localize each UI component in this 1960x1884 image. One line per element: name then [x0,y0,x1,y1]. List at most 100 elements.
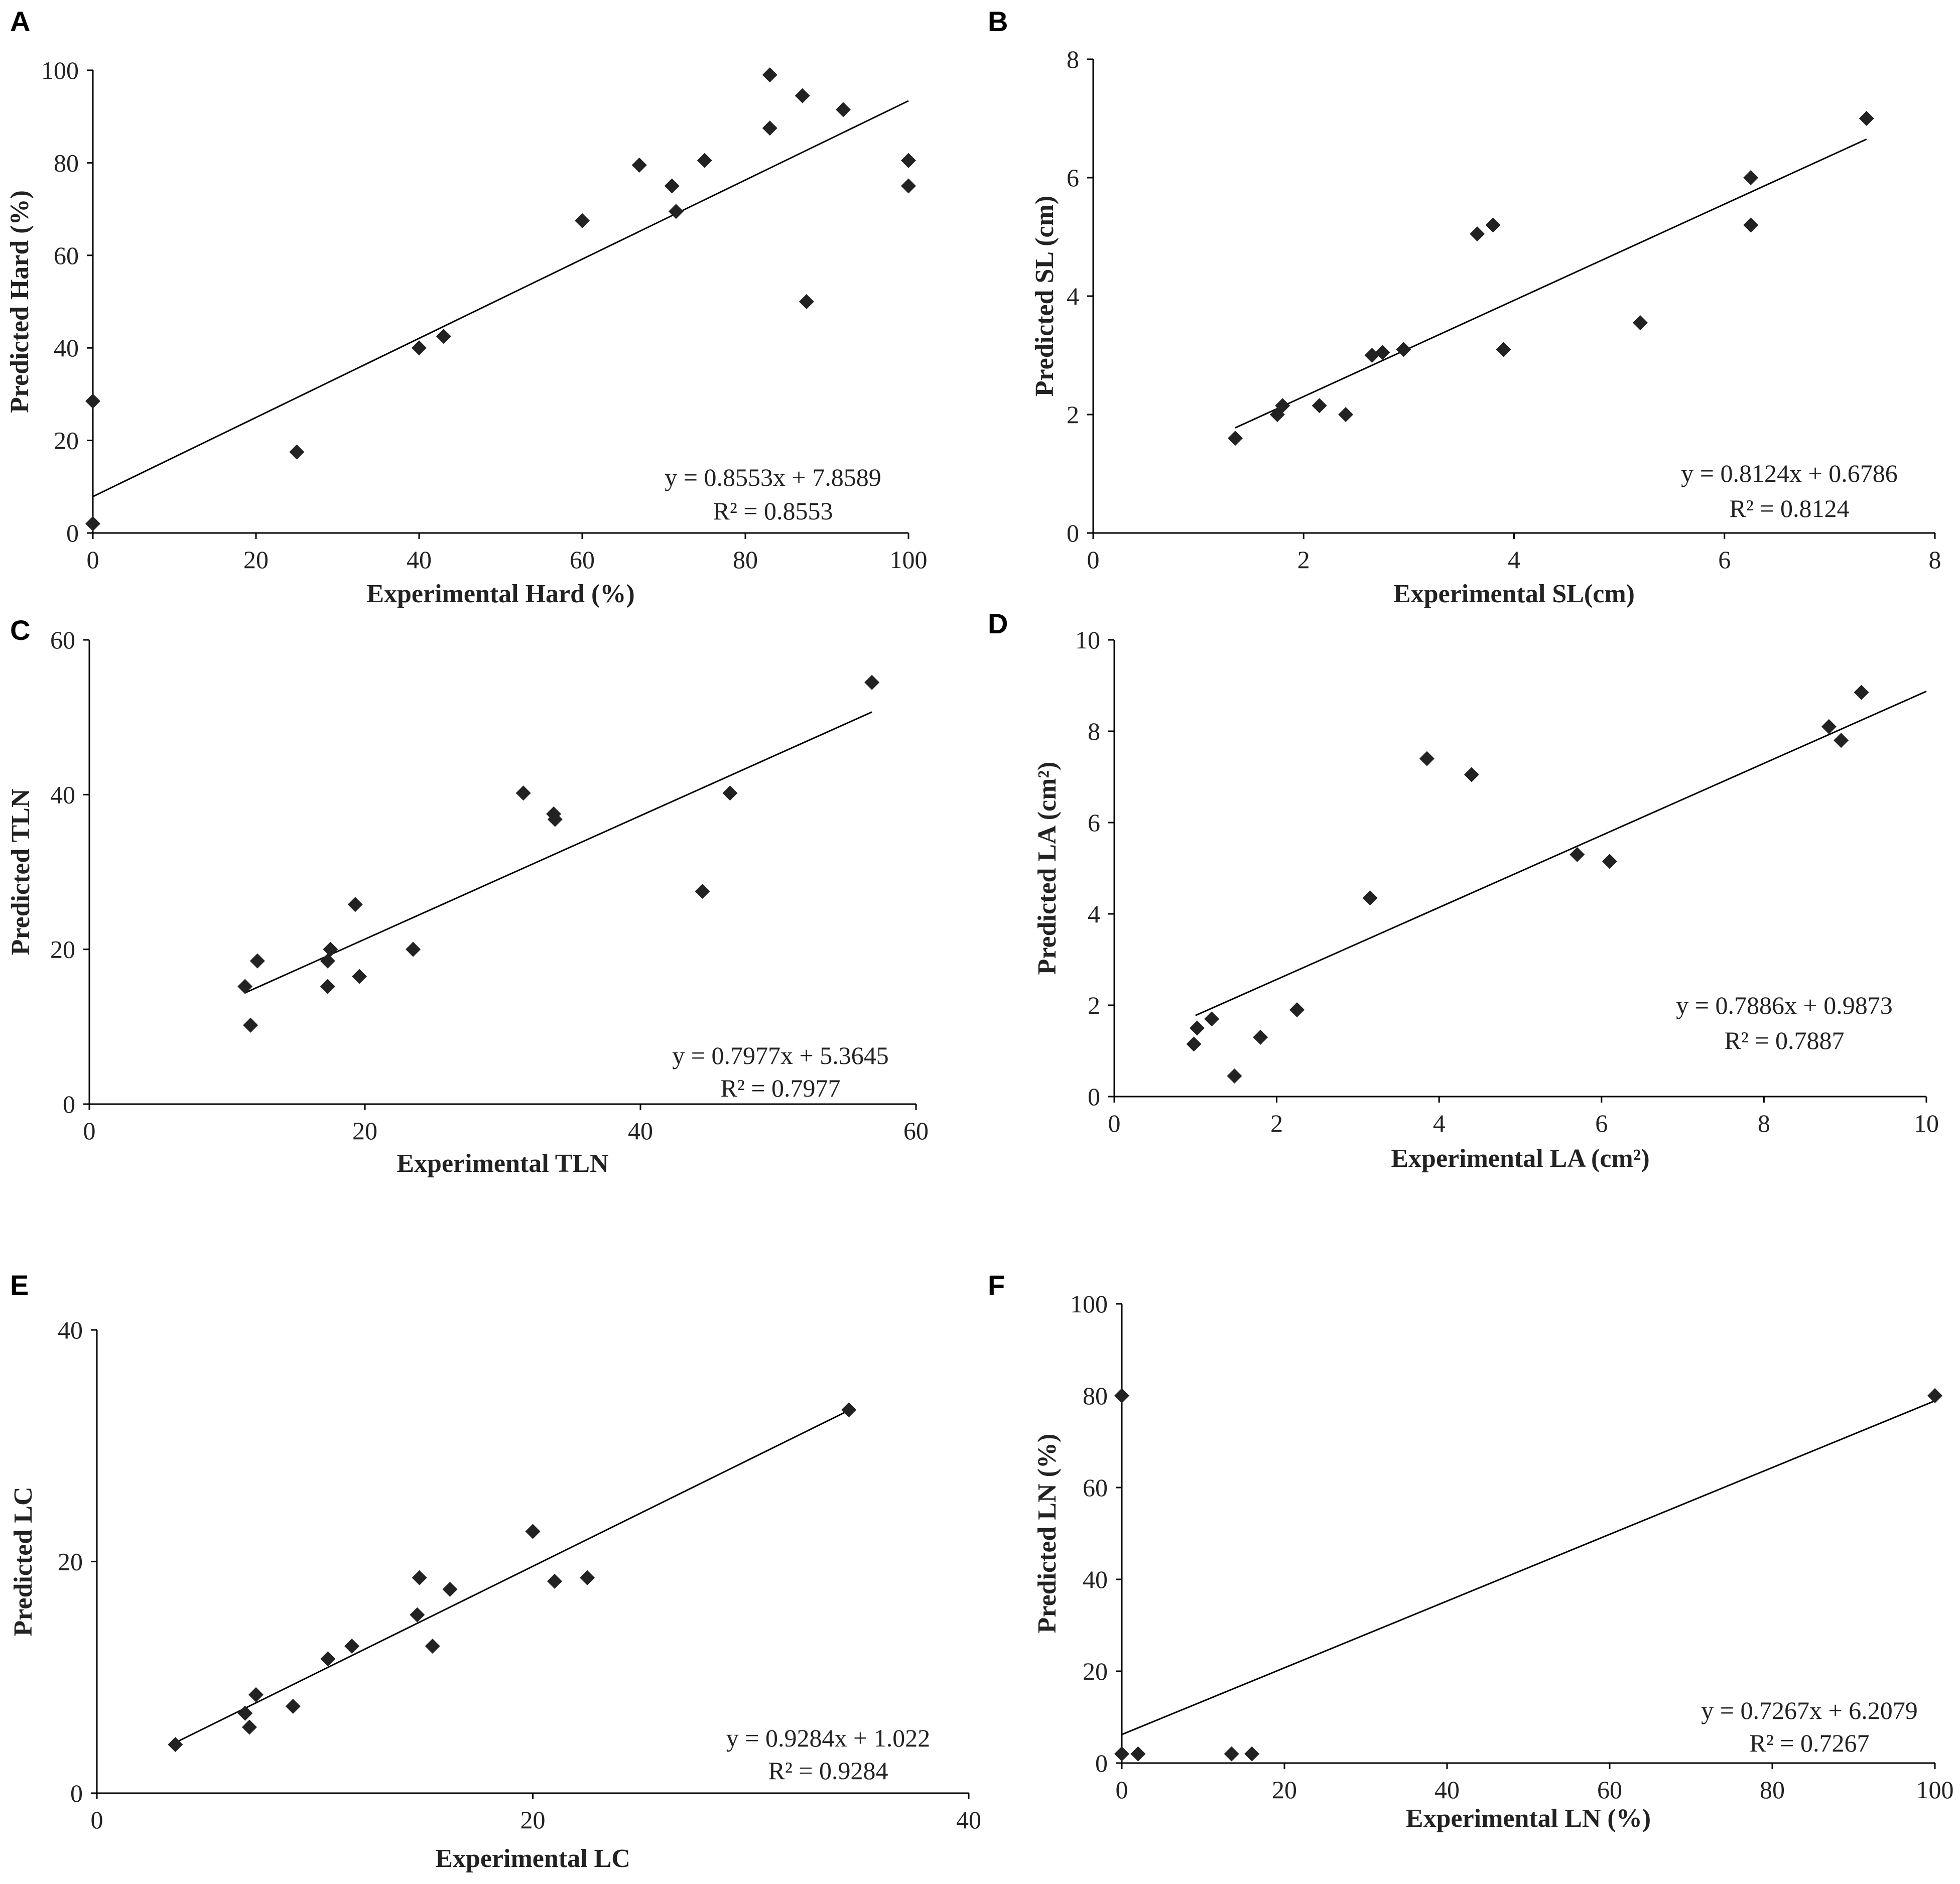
panel-letter: E [10,1269,29,1301]
x-tick-label: 4 [1508,546,1520,574]
data-point [547,1573,562,1589]
y-tick-label: 0 [63,1090,75,1118]
data-point [697,153,712,168]
x-tick-label: 80 [1760,1776,1785,1804]
x-tick-label: 0 [83,1117,96,1145]
y-tick-label: 0 [70,1779,83,1807]
data-point [664,178,680,194]
x-axis-title: Experimental LA (cm²) [1391,1144,1649,1173]
data-point [1470,226,1485,242]
x-tick-label: 4 [1433,1109,1446,1137]
y-axis-title: Predicted LC [9,1487,38,1637]
y-tick-label: 2 [1067,400,1079,429]
y-tick-label: 0 [1088,1083,1100,1111]
data-point [762,67,777,83]
x-tick-label: 60 [570,546,595,574]
data-point [1364,348,1380,363]
regression-equation: y = 0.9284x + 1.022 [726,1724,930,1752]
chart-panel-b: B 0 2 4 6 8 0 2 4 6 8 Experimental SL(cm) Predicted … [988,6,1941,608]
r-squared-label: R² = 0.7267 [1749,1729,1869,1757]
x-tick-label: 100 [890,546,928,574]
data-point [289,444,305,460]
data-point [1190,1020,1205,1036]
data-point [580,1570,595,1585]
trendline [1235,138,1867,429]
r-squared-label: R² = 0.8124 [1729,494,1849,522]
y-tick-label: 20 [50,935,75,964]
data-point [347,897,363,912]
data-point [1204,1011,1220,1027]
x-tick-label: 6 [1595,1109,1608,1137]
y-tick-label: 6 [1067,164,1079,192]
y-tick-label: 100 [41,56,79,84]
x-axis-title: Experimental SL(cm) [1393,580,1635,608]
data-point [1312,398,1327,414]
regression-equation: y = 0.7267x + 6.2079 [1701,1696,1917,1724]
x-tick-label: 10 [1914,1109,1939,1137]
data-point [425,1638,440,1654]
data-point [320,979,335,994]
data-point [85,393,100,409]
y-tick-label: 6 [1088,809,1100,837]
regression-equation: y = 0.7977x + 5.3645 [672,1041,888,1069]
data-point [352,969,367,984]
y-tick-label: 40 [58,1316,83,1344]
r-squared-label: R² = 0.7887 [1724,1026,1844,1054]
data-point [1496,342,1511,357]
trendline [1121,1400,1935,1735]
data-point [1289,1002,1305,1018]
data-point [722,785,738,801]
data-point [1114,1746,1129,1762]
x-axis-title: Experimental Hard (%) [366,580,634,608]
panel-letter: A [10,6,30,37]
y-tick-label: 80 [54,149,79,177]
data-point [864,675,880,690]
y-tick-label: 100 [1070,1290,1108,1318]
x-tick-label: 0 [1116,1776,1128,1804]
r-squared-label: R² = 0.8553 [713,497,833,525]
x-axis-title: Experimental LC [435,1844,630,1873]
y-tick-label: 4 [1067,282,1079,310]
data-point [575,213,590,228]
data-point [1227,431,1243,446]
data-point [320,953,335,969]
data-point [1633,315,1648,331]
data-point [237,979,253,994]
data-point [1275,398,1290,414]
data-point [249,953,265,969]
data-point [1743,170,1759,185]
y-axis-title: Predicted LA (cm²) [1033,762,1062,975]
x-tick-label: 0 [87,546,99,574]
panel-letter: C [10,614,30,646]
data-point [1464,767,1479,782]
chart-panel-c: C 0 20 40 60 0 20 40 60 Experimental TLN Predicted… [7,614,929,1178]
data-point [344,1638,360,1654]
data-point [1224,1746,1239,1762]
x-tick-label: 0 [1108,1109,1121,1137]
data-point [795,88,810,103]
data-point [1253,1029,1268,1045]
data-point [695,884,710,899]
data-point [285,1698,301,1714]
y-tick-label: 80 [1083,1382,1108,1410]
data-point [1338,407,1354,422]
data-point [412,340,427,356]
x-tick-label: 60 [1597,1776,1622,1804]
data-point [1114,1388,1129,1403]
y-tick-label: 2 [1088,991,1100,1019]
trendline [244,711,872,994]
regression-equation: y = 0.8124x + 0.6786 [1681,459,1897,487]
x-tick-label: 2 [1297,546,1310,574]
data-point [1743,217,1759,233]
data-point [525,1524,541,1539]
y-tick-label: 0 [1067,519,1079,547]
data-point [442,1581,458,1597]
data-point [1419,751,1434,766]
y-tick-label: 8 [1067,45,1079,73]
y-tick-label: 40 [54,334,79,362]
y-tick-label: 60 [50,626,75,654]
y-tick-label: 60 [54,241,79,270]
data-point [248,1687,264,1702]
trendline [175,1409,849,1743]
x-axis-title: Experimental TLN [397,1149,608,1178]
